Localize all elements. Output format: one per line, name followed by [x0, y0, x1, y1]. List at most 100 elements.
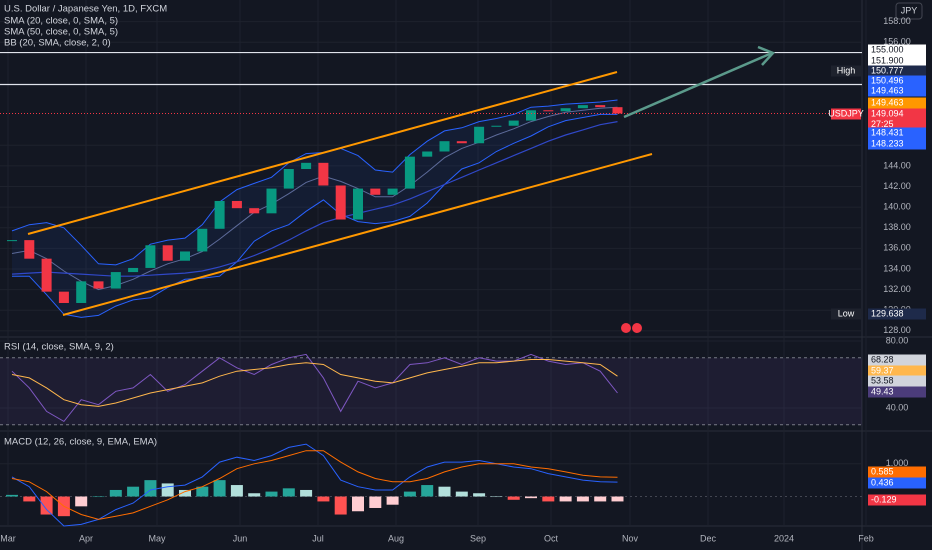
event-icon[interactable] [632, 323, 642, 333]
line [12, 113, 618, 318]
histogram-bar [282, 488, 295, 497]
price-tag [868, 365, 926, 377]
price-tag [868, 354, 926, 366]
price-tag [868, 308, 926, 320]
candle [180, 251, 190, 261]
candle [577, 105, 588, 109]
chart-title: U.S. Dollar / Japanese Yen, 1D, FXCM [4, 4, 167, 15]
histogram-bar [75, 496, 88, 507]
price-tag-label: 149.463 [871, 85, 904, 95]
tag-name: USDJPY [828, 108, 864, 118]
histogram-bar [490, 496, 503, 498]
event-icon[interactable] [621, 323, 631, 333]
y-tick-label: 132.00 [883, 284, 911, 294]
price-tag [868, 138, 926, 150]
price-tag-label: 155.000 [871, 44, 904, 54]
histogram-bar [40, 496, 53, 515]
legend-entry: SMA (50, close, 0, SMA, 5) [4, 27, 118, 38]
candle [110, 272, 121, 289]
histogram-bar [352, 496, 364, 512]
price-tag-label: 148.431 [871, 127, 904, 137]
candle [318, 162, 329, 186]
x-tick-label: May [148, 533, 166, 543]
price-tag-label: -0.129 [871, 494, 897, 504]
x-tick-label: Jun [233, 533, 248, 543]
y-tick-label: 128.00 [883, 325, 911, 335]
price-tag-label: 151.900 [871, 55, 904, 65]
candle [335, 185, 346, 220]
price-tag-label: 49.43 [871, 386, 894, 396]
candle [162, 245, 173, 261]
histogram-bar [334, 496, 347, 515]
histogram-bar [144, 480, 157, 497]
candle [93, 281, 104, 289]
histogram-bar [421, 485, 434, 497]
histogram-bar [455, 491, 468, 497]
x-tick-label: Dec [700, 533, 717, 543]
y-tick-label: 40.00 [886, 402, 909, 412]
candle [439, 141, 450, 152]
price-tag [868, 65, 926, 77]
candle [370, 188, 381, 195]
price-tag-label: 59.37 [871, 365, 894, 375]
candle [7, 240, 17, 242]
histogram-bar [559, 496, 572, 502]
candle [491, 125, 502, 127]
price-tag [868, 386, 926, 398]
candle [283, 169, 294, 189]
price-tag-label: 129.638 [871, 308, 904, 318]
price-tag [868, 127, 926, 139]
candle [595, 105, 606, 108]
price-tag-label: 149.094 [871, 108, 904, 118]
channel-line [62, 153, 653, 316]
price-tag-label: 150.496 [871, 75, 904, 85]
candle [128, 267, 139, 273]
channel-line [27, 71, 618, 235]
price-tag [868, 75, 926, 87]
line [11, 443, 618, 527]
candle [249, 208, 260, 214]
candle [526, 110, 536, 121]
candle [41, 258, 52, 292]
histogram-bar [161, 483, 174, 497]
arrow [623, 51, 773, 119]
candle [456, 141, 467, 144]
y-tick-label: 144.00 [883, 160, 911, 170]
legend-entry: SMA (20, close, 0, SMA, 5) [4, 16, 118, 27]
y-tick-label: 158.00 [883, 16, 911, 26]
band-fill [12, 99, 618, 318]
countdown: 27:25 [871, 119, 894, 129]
histogram-bar [230, 485, 243, 497]
x-tick-label: Feb [858, 533, 874, 543]
candle [508, 120, 519, 126]
candle [560, 108, 571, 112]
histogram-bar [196, 486, 209, 497]
rsi-title: RSI (14, close, SMA, 9, 2) [4, 342, 114, 353]
candle [145, 245, 156, 268]
price-tag [868, 494, 926, 506]
price-tag-label: 68.28 [871, 354, 894, 364]
y-tick-label: 134.00 [883, 263, 911, 273]
candle [214, 200, 225, 229]
candle [543, 110, 554, 112]
histogram-bar [248, 493, 261, 497]
y-tick-label: 1.000 [886, 458, 909, 468]
candle [474, 126, 485, 144]
candle [387, 188, 398, 195]
tag-name-box [831, 308, 861, 320]
histogram-bar [127, 486, 140, 497]
candle [404, 156, 415, 189]
x-tick-label: Mar [0, 533, 16, 543]
y-tick-label: 80.00 [886, 335, 909, 345]
currency-button[interactable] [895, 2, 923, 20]
candle [231, 200, 242, 209]
price-tag [868, 55, 926, 67]
candle [301, 162, 312, 170]
arrow-head [757, 45, 776, 66]
candle [612, 107, 623, 114]
y-tick-label: 156.00 [883, 37, 911, 47]
tag-name: High [837, 65, 856, 75]
histogram-bar [6, 494, 18, 497]
rsi-band [0, 357, 862, 425]
macd-title: MACD (12, 26, close, 9, EMA, EMA) [4, 437, 157, 448]
